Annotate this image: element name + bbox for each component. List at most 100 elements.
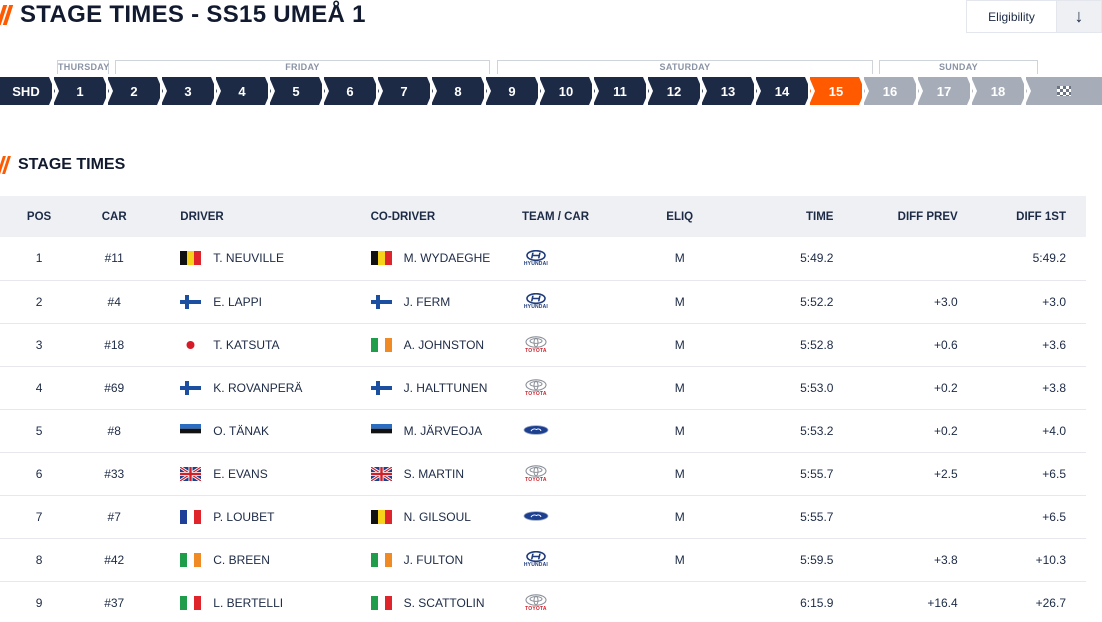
driver-name[interactable]: T. NEUVILLE xyxy=(213,251,284,266)
stage-tab-13[interactable]: 13 xyxy=(702,77,754,105)
table-row[interactable]: 3 #18 T. KATSUTA A. JOHNSTON TOYOTA M 5:52.8 +0… xyxy=(0,323,1086,366)
brand-wordmark: TOYOTA xyxy=(525,605,547,612)
driver-name[interactable]: E. EVANS xyxy=(213,466,268,481)
co-driver-name[interactable]: M. JÄRVEOJA xyxy=(403,423,483,438)
driver-cell[interactable]: K. ROVANPERÄ xyxy=(150,366,338,409)
driver-name[interactable]: C. BREEN xyxy=(213,552,270,567)
driver-name[interactable]: P. LOUBET xyxy=(213,509,275,524)
car-number-cell: #18 xyxy=(104,337,125,352)
stage-tab-3[interactable]: 3 xyxy=(162,77,214,105)
stage-tab-5[interactable]: 5 xyxy=(270,77,322,105)
stage-tab-7[interactable]: 7 xyxy=(378,77,430,105)
stage-tab-11[interactable]: 11 xyxy=(594,77,646,105)
hyundai-logo-icon: HYUNDAI xyxy=(522,249,550,267)
position-cell: 3 xyxy=(35,337,43,352)
co-driver-name[interactable]: M. WYDAEGHE xyxy=(403,251,491,266)
page-header: STAGE TIMES - SS15 UMEÅ 1 xyxy=(0,0,366,30)
table-row[interactable]: 8 #42 C. BREEN J. FULTON HYUNDAI M 5:59.5 +3.8 +… xyxy=(0,538,1086,581)
stage-tab-14[interactable]: 14 xyxy=(756,77,808,105)
hyundai-logo-icon: HYUNDAI xyxy=(522,551,550,568)
stage-tab-1[interactable]: 1 xyxy=(54,77,106,105)
brand-wordmark: HYUNDAI xyxy=(523,562,549,568)
column-header-driver[interactable]: DRIVER xyxy=(180,210,224,223)
driver-cell[interactable]: P. LOUBET xyxy=(150,495,338,538)
co-driver-cell[interactable]: J. FERM xyxy=(339,280,522,323)
co-driver-name[interactable]: J. FULTON xyxy=(403,552,464,567)
stage-tab-9[interactable]: 9 xyxy=(486,77,538,105)
co-driver-name[interactable]: J. HALTTUNEN xyxy=(403,380,488,395)
co-driver-cell[interactable]: S. SCATTOLIN xyxy=(339,581,522,622)
flag-gb-icon xyxy=(369,465,393,482)
driver-name[interactable]: K. ROVANPERÄ xyxy=(213,380,303,395)
stage-tab-17[interactable]: 17 xyxy=(918,77,970,105)
car-number-cell: #11 xyxy=(104,251,124,266)
table-row[interactable]: 2 #4 E. LAPPI J. FERM HYUNDAI M 5:52.2 +3.0 +3.0 xyxy=(0,280,1086,323)
driver-cell[interactable]: L. BERTELLI xyxy=(150,581,338,622)
co-driver-cell[interactable]: S. MARTIN xyxy=(339,452,522,495)
table-row[interactable]: 6 #33 E. EVANS S. MARTIN TOYOTA M 5:55.7 +2.5 +6… xyxy=(0,452,1086,495)
flag-ie-icon xyxy=(180,552,202,567)
eliq-cell: M xyxy=(674,380,685,395)
stage-tab-4[interactable]: 4 xyxy=(216,77,268,105)
column-header-car[interactable]: CAR xyxy=(101,210,127,223)
position-cell: 4 xyxy=(35,380,43,395)
stage-tab-15[interactable]: 15 xyxy=(810,77,862,105)
co-driver-name[interactable]: A. JOHNSTON xyxy=(403,337,485,352)
driver-cell[interactable]: T. KATSUTA xyxy=(150,323,338,366)
co-driver-cell[interactable]: J. FULTON xyxy=(339,538,522,581)
chevron-separator-icon xyxy=(1021,77,1031,105)
toyota-logo-icon: TOYOTA xyxy=(522,335,550,354)
co-driver-name[interactable]: J. FERM xyxy=(403,294,451,309)
stage-tab-shd[interactable]: SHD xyxy=(0,77,52,105)
stage-tab-16[interactable]: 16 xyxy=(864,77,916,105)
co-driver-cell[interactable]: M. WYDAEGHE xyxy=(339,237,522,280)
driver-cell[interactable]: E. EVANS xyxy=(150,452,338,495)
co-driver-name[interactable]: S. SCATTOLIN xyxy=(403,595,485,610)
team-cell xyxy=(522,409,622,452)
chevron-separator-icon xyxy=(697,77,707,105)
co-driver-name[interactable]: S. MARTIN xyxy=(403,466,465,481)
arrow-down-icon[interactable]: ↓ xyxy=(1056,0,1102,33)
toyota-logo-icon: TOYOTA xyxy=(522,464,550,483)
column-header-diff-1st[interactable]: DIFF 1ST xyxy=(1016,210,1066,223)
driver-cell[interactable]: T. NEUVILLE xyxy=(150,237,338,280)
eligibility-filter-button[interactable]: Eligibility xyxy=(966,0,1056,33)
chevron-separator-icon xyxy=(211,77,221,105)
table-row[interactable]: 1 #11 T. NEUVILLE M. WYDAEGHE HYUNDAI M 5:49.2… xyxy=(0,237,1086,280)
co-driver-cell[interactable]: A. JOHNSTON xyxy=(339,323,522,366)
table-row[interactable]: 5 #8 O. TÄNAK M. JÄRVEOJA M 5:53.2 +0.2 +4.0 xyxy=(0,409,1086,452)
table-row[interactable]: 4 #69 K. ROVANPERÄ J. HALTTUNEN TOYOTA M 5:53.… xyxy=(0,366,1086,409)
stage-tab-8[interactable]: 8 xyxy=(432,77,484,105)
co-driver-cell[interactable]: M. JÄRVEOJA xyxy=(339,409,522,452)
team-cell: TOYOTA xyxy=(522,452,622,495)
stage-tab-18[interactable]: 18 xyxy=(972,77,1024,105)
driver-name[interactable]: L. BERTELLI xyxy=(213,595,284,610)
diff-1st-cell: +26.7 xyxy=(1035,595,1066,610)
stage-tab-6[interactable]: 6 xyxy=(324,77,376,105)
stage-tab-10[interactable]: 10 xyxy=(540,77,592,105)
co-driver-cell[interactable]: J. HALTTUNEN xyxy=(339,366,522,409)
driver-cell[interactable]: C. BREEN xyxy=(150,538,338,581)
driver-cell[interactable]: O. TÄNAK xyxy=(150,409,338,452)
co-driver-name[interactable]: N. GILSOUL xyxy=(403,509,471,524)
flag-it-icon xyxy=(180,595,202,610)
column-header-pos[interactable]: POS xyxy=(26,210,52,223)
driver-name[interactable]: E. LAPPI xyxy=(213,294,262,309)
column-header-eliq[interactable]: ELIQ xyxy=(666,210,694,223)
stage-tab-2[interactable]: 2 xyxy=(108,77,160,105)
diff-prev-cell xyxy=(837,495,961,538)
column-header-diff-prev[interactable]: DIFF PREV xyxy=(897,210,958,223)
driver-name[interactable]: O. TÄNAK xyxy=(213,423,270,438)
ford-logo-icon xyxy=(522,510,550,521)
column-header-team[interactable]: TEAM / CAR xyxy=(521,210,590,223)
day-label-sunday: SUNDAY xyxy=(879,60,1038,74)
driver-cell[interactable]: E. LAPPI xyxy=(150,280,338,323)
co-driver-cell[interactable]: N. GILSOUL xyxy=(339,495,522,538)
column-header-co-driver[interactable]: CO-DRIVER xyxy=(370,210,436,223)
table-row[interactable]: 9 #37 L. BERTELLI S. SCATTOLIN TOYOTA 6:15.9 +… xyxy=(0,581,1086,622)
stage-tab-finish[interactable] xyxy=(1026,77,1102,105)
table-row[interactable]: 7 #7 P. LOUBET N. GILSOUL M 5:55.7 +6.5 xyxy=(0,495,1086,538)
stage-tab-12[interactable]: 12 xyxy=(648,77,700,105)
driver-name[interactable]: T. KATSUTA xyxy=(213,337,280,352)
column-header-time[interactable]: TIME xyxy=(806,210,834,223)
